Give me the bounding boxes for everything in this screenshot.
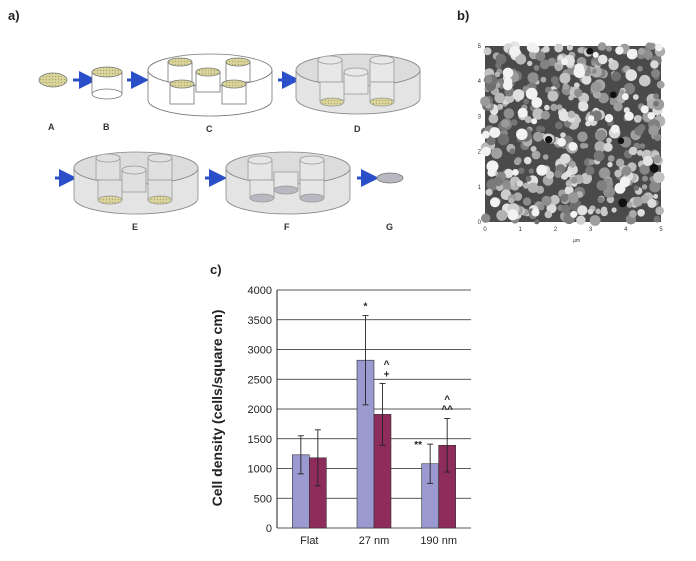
significance-marker: ^ <box>384 359 390 370</box>
bar-chart: 0 500 1000 1500 2000 2500 3000 3500 4000 Flat 27 n… <box>209 285 471 547</box>
significance-marker: ^^ <box>441 405 453 416</box>
y-tick-label: 1000 <box>248 464 272 476</box>
y-tick-label: 0 <box>266 523 272 535</box>
y-tick-label: 3000 <box>248 345 272 357</box>
step-d-dish <box>295 53 421 115</box>
afm-y-tick: 5 <box>478 44 482 50</box>
afm-y-tick: 0 <box>478 220 482 226</box>
afm-x-tick: 5 <box>659 227 663 233</box>
schematic-diagram: A B C D <box>38 53 421 232</box>
step-label-c: C <box>206 124 213 134</box>
afm-x-unit: µm <box>573 238 580 244</box>
x-tick-label: 190 nm <box>420 535 457 547</box>
step-label-f: F <box>284 222 290 232</box>
step-label-g: G <box>386 222 393 232</box>
afm-y-tick: 3 <box>478 114 482 120</box>
y-tick-label: 500 <box>254 493 272 505</box>
x-tick-label: Flat <box>300 535 318 547</box>
afm-y-tick: 1 <box>478 185 482 191</box>
panel-label-a: a) <box>8 8 20 23</box>
significance-marker: * <box>364 302 368 313</box>
x-tick-label: 27 nm <box>359 535 390 547</box>
step-label-b: B <box>103 122 110 132</box>
step-a-disc <box>38 72 68 88</box>
afm-x-tick: 4 <box>624 227 628 233</box>
step-c-dish <box>147 53 273 117</box>
panel-label-b: b) <box>457 8 470 23</box>
y-tick-label: 4000 <box>248 285 272 297</box>
step-label-a: A <box>48 122 55 132</box>
y-tick-label: 2500 <box>248 374 272 386</box>
afm-surface-texture <box>480 41 666 226</box>
y-axis-label: Cell density (cells/square cm) <box>209 310 225 507</box>
afm-image: 0 1 2 3 4 5 0 1 2 3 4 5 µm <box>478 41 666 244</box>
step-f-dish <box>225 151 351 215</box>
step-e-dish <box>73 151 199 215</box>
afm-y-tick: 2 <box>478 150 482 156</box>
afm-x-tick: 1 <box>519 227 523 233</box>
significance-marker: ^ <box>444 395 450 406</box>
y-tick-label: 2000 <box>248 404 272 416</box>
y-tick-label: 3500 <box>248 315 272 327</box>
step-label-d: D <box>354 124 361 134</box>
step-label-e: E <box>132 222 138 232</box>
y-tick-label: 1500 <box>248 434 272 446</box>
significance-marker: ** <box>414 440 422 451</box>
afm-x-tick: 3 <box>589 227 593 233</box>
afm-x-tick: 0 <box>483 227 487 233</box>
significance-marker: + <box>384 369 390 380</box>
step-b-cylinder <box>91 66 123 100</box>
afm-y-tick: 4 <box>478 79 482 85</box>
step-g-disc <box>376 172 404 184</box>
afm-x-tick: 2 <box>554 227 558 233</box>
panel-label-c: c) <box>210 262 222 277</box>
